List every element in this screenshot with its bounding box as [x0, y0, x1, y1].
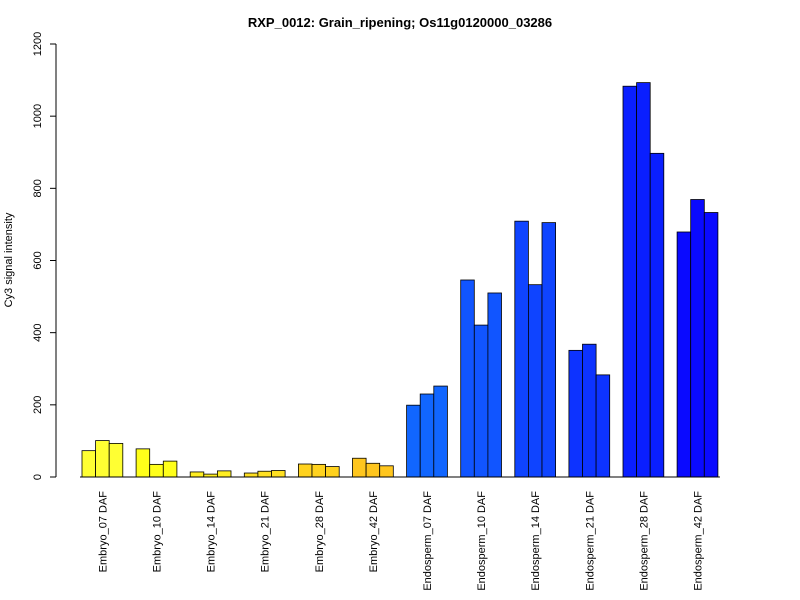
x-tick-label: Endosperm_28 DAF [638, 491, 650, 591]
y-tick-label: 600 [32, 251, 44, 269]
bar [582, 343, 597, 478]
bar [514, 220, 529, 478]
bar [460, 279, 475, 478]
x-tick-label: Endosperm_07 DAF [422, 491, 434, 591]
bar [419, 393, 435, 478]
bar [636, 82, 651, 478]
y-axis: 0 200 400 600 800 1000 1200 [32, 32, 57, 480]
bar [257, 470, 272, 478]
bar [365, 462, 381, 478]
bar [243, 472, 259, 478]
bar [149, 463, 164, 478]
bar [135, 448, 151, 478]
x-tick-label: Endosperm_42 DAF [693, 491, 705, 591]
bar [216, 470, 232, 478]
bar [379, 465, 394, 478]
x-tick-label: Embryo_14 DAF [206, 491, 218, 573]
bars-group [81, 82, 719, 478]
x-tick-label: Embryo_42 DAF [368, 491, 380, 573]
bar [162, 460, 178, 478]
y-tick-label: 1000 [32, 104, 44, 128]
bar [297, 463, 313, 478]
bar [528, 284, 543, 478]
x-tick-label: Embryo_07 DAF [97, 491, 109, 573]
bar [568, 349, 583, 478]
bar [473, 324, 489, 478]
y-tick-label: 800 [32, 179, 44, 197]
x-tick-label: Endosperm_21 DAF [584, 491, 596, 591]
y-tick-label: 400 [32, 323, 44, 341]
bar [189, 471, 205, 478]
chart-title: RXP_0012: Grain_ripening; Os11g0120000_0… [248, 15, 552, 30]
x-tick-label: Endosperm_10 DAF [476, 491, 488, 591]
bar [325, 466, 340, 478]
bar [622, 85, 638, 478]
bar [406, 404, 421, 478]
x-tick-label: Endosperm_14 DAF [530, 491, 542, 591]
bar [676, 231, 692, 478]
bar [487, 292, 502, 478]
bar [690, 199, 705, 478]
bar [108, 443, 124, 478]
bar [703, 212, 719, 478]
bar [352, 457, 367, 478]
bar [271, 470, 286, 478]
bar [81, 450, 97, 478]
bar [541, 222, 557, 478]
x-tick-label: Embryo_28 DAF [314, 491, 326, 573]
bar [595, 374, 611, 478]
y-tick-label: 1200 [32, 32, 44, 56]
bar [311, 463, 327, 478]
x-tick-label: Embryo_10 DAF [152, 491, 164, 573]
x-tick-label: Embryo_21 DAF [260, 491, 272, 573]
bar [433, 385, 448, 478]
bar [649, 152, 665, 478]
y-tick-label: 0 [32, 474, 44, 480]
y-tick-label: 200 [32, 396, 44, 414]
x-axis-tick-labels: Embryo_07 DAF Embryo_10 DAF Embryo_14 DAF E… [97, 491, 704, 591]
bar [95, 440, 110, 478]
y-axis-label: Cy3 signal intensity [3, 212, 15, 307]
